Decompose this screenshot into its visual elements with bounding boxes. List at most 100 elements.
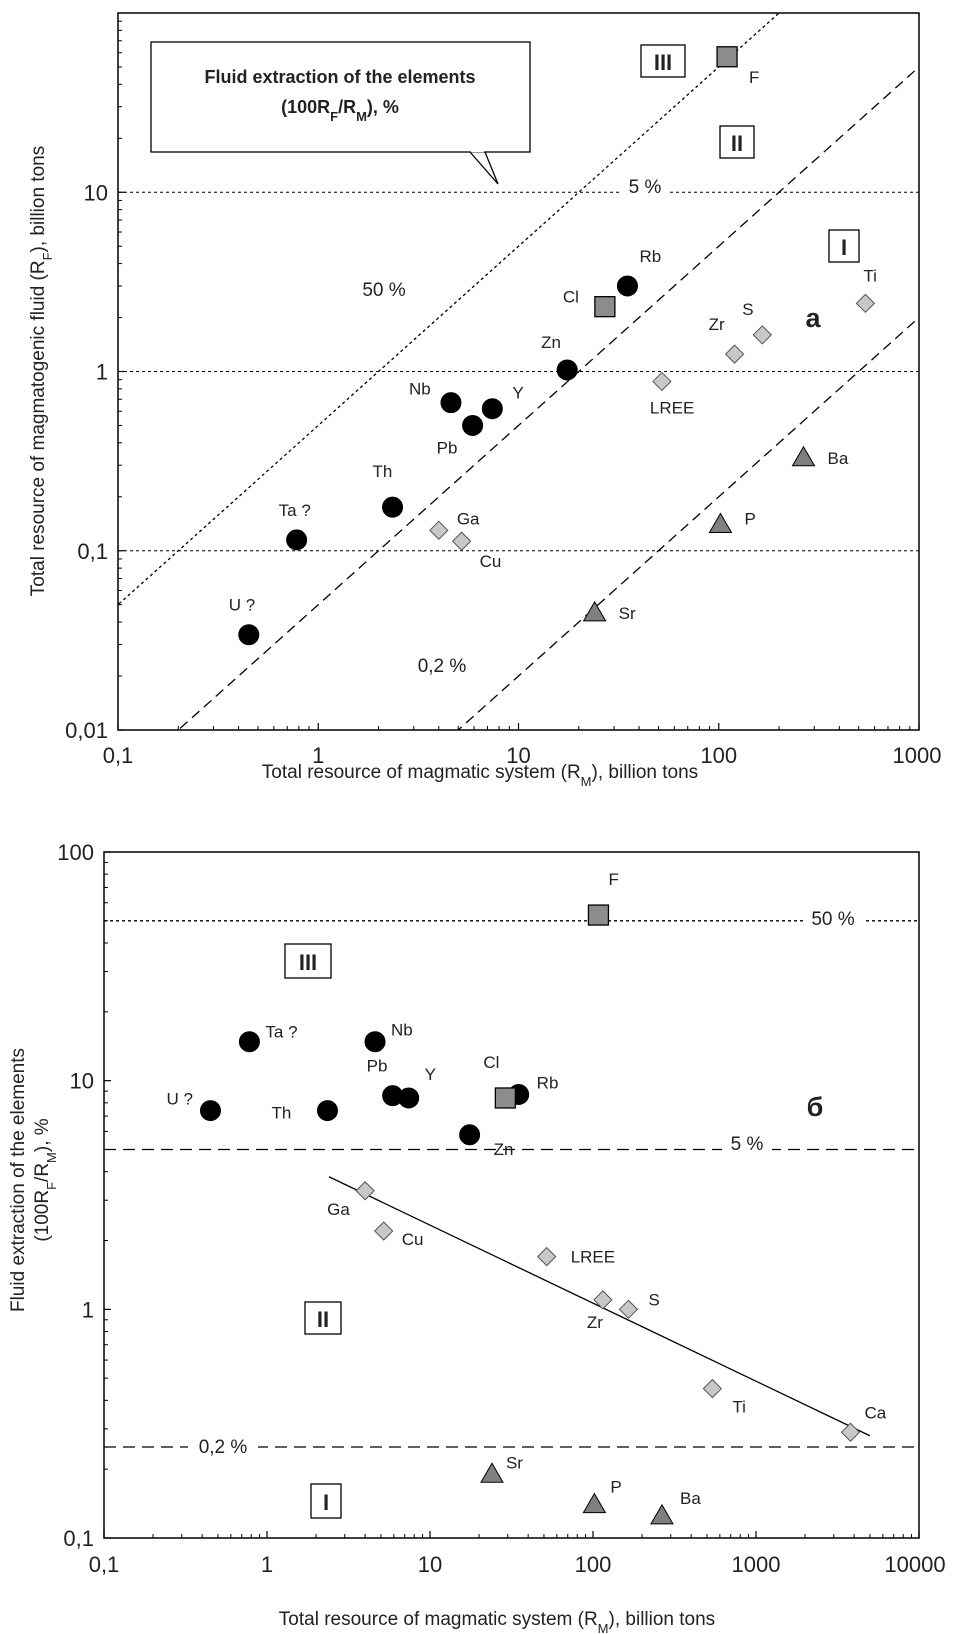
b-point-label-f: F xyxy=(608,870,618,889)
b-y-tick-label-2: 10 xyxy=(70,1069,94,1094)
label-02-bg xyxy=(410,650,474,678)
b-point-sr xyxy=(480,1462,504,1483)
h-line-label-50: 50 % xyxy=(811,909,854,930)
b-point-th xyxy=(316,1100,338,1122)
b-point-label-th: Th xyxy=(271,1104,291,1123)
b-point-ti xyxy=(702,1378,723,1399)
a-point-rb xyxy=(616,275,638,297)
b-point-label-ga: Ga xyxy=(327,1200,350,1219)
zone-I-label: I xyxy=(841,235,847,260)
a-point-u xyxy=(238,624,260,646)
callout-box xyxy=(150,41,531,153)
b-point-label-zr: Zr xyxy=(587,1313,603,1332)
a-x-tick-label-3: 100 xyxy=(700,743,737,768)
b-y-tick-label-1: 1 xyxy=(82,1297,94,1322)
label-5-bg xyxy=(620,175,670,197)
a-y-tick-label-1: 0,1 xyxy=(77,539,108,564)
b-point-nb xyxy=(364,1031,386,1053)
a-point-cu xyxy=(451,531,472,551)
b-point-label-pb: Pb xyxy=(367,1057,388,1076)
b-point-ca xyxy=(840,1422,861,1442)
zone-I-label-b: I xyxy=(323,1490,329,1515)
ratio-label-02: 0,2 % xyxy=(418,656,467,677)
a-x-tick-label-4: 1000 xyxy=(893,743,942,768)
label-5b-bg xyxy=(722,1130,772,1156)
label-02b-bg xyxy=(188,1431,258,1459)
label-50b-bg xyxy=(803,905,863,931)
a-point-p xyxy=(708,512,733,534)
a-point-sr xyxy=(582,600,607,622)
a-y-tick-label-2: 1 xyxy=(96,360,108,385)
b-point-label-cl: Cl xyxy=(483,1053,499,1072)
chart-b-ticks: 0,1 1 10 100 1000 10000 0,1 1 10 100 xyxy=(57,840,945,1577)
a-point-nb xyxy=(440,392,462,414)
b-x-tick-label-5: 10000 xyxy=(884,1552,945,1577)
ratio-label-5: 5 % xyxy=(629,177,662,198)
a-point-label-p: P xyxy=(744,510,755,529)
b-point-cu xyxy=(374,1221,394,1241)
b-point-label-ca: Ca xyxy=(865,1403,887,1422)
b-x-tick-label-1: 1 xyxy=(261,1552,273,1577)
zone-II-label: II xyxy=(731,131,743,156)
panel-letter-a: а xyxy=(805,303,821,333)
b-point-zr xyxy=(593,1290,613,1310)
b-point-s xyxy=(618,1299,639,1320)
zone-III-box xyxy=(640,44,686,78)
b-point-label-nb: Nb xyxy=(391,1021,413,1040)
b-point-label-s: S xyxy=(648,1290,659,1309)
chart-b-y-axis-label-line2: (100RF/RM), % xyxy=(32,1118,59,1241)
chart-a-x-axis-label: Total resource of magmatic system (RM), … xyxy=(262,762,698,789)
a-point-ta xyxy=(286,529,308,551)
a-point-th xyxy=(382,496,404,518)
a-point-s xyxy=(752,325,773,345)
b-point-ta xyxy=(238,1031,260,1053)
zone-I-box xyxy=(828,229,860,263)
b-point-label-sr: Sr xyxy=(506,1453,523,1472)
a-point-label-ti: Ti xyxy=(863,266,877,285)
b-point-u xyxy=(199,1100,221,1122)
a-point-label-ga: Ga xyxy=(457,509,480,528)
a-point-label-u: U ? xyxy=(229,596,255,615)
chart-a-gridlines xyxy=(118,191,919,552)
zone-II-label-b: II xyxy=(317,1307,329,1332)
a-point-label-th: Th xyxy=(373,462,393,481)
b-point-label-y: Y xyxy=(425,1065,436,1084)
a-ratio-line-0 xyxy=(118,13,781,606)
chart-b-y-axis-label-line1: Fluid extraction of the elements xyxy=(8,1048,29,1312)
b-point-label-cu: Cu xyxy=(402,1230,424,1249)
chart-a-callout: Fluid extraction of the elements (100RF/… xyxy=(150,41,531,185)
b-point-zn xyxy=(459,1124,481,1146)
b-x-tick-label-3: 100 xyxy=(575,1552,612,1577)
a-point-label-ba: Ba xyxy=(828,449,849,468)
a-point-zn xyxy=(556,359,578,381)
b-point-label-p: P xyxy=(610,1478,621,1497)
a-x-tick-label-0: 0,1 xyxy=(103,743,134,768)
b-point-f xyxy=(587,904,610,926)
a-y-tick-label-0: 0,01 xyxy=(65,718,108,743)
a-point-lree xyxy=(652,371,672,392)
a-point-ba xyxy=(791,445,816,467)
a-x-tick-label-2: 10 xyxy=(506,743,530,768)
callout-line-2: (100RF/RM), % xyxy=(281,97,399,124)
a-ratio-line-1 xyxy=(177,66,919,730)
a-point-y xyxy=(481,398,503,420)
zone-III-box-b xyxy=(284,943,332,979)
h-line-label-02: 0,2 % xyxy=(199,1437,248,1458)
a-point-f xyxy=(716,46,738,68)
a-point-label-s: S xyxy=(742,300,753,319)
b-y-tick-label-3: 100 xyxy=(57,840,94,865)
chart-a-points: U ?Ta ?ThPbNbYZnRbGaCuLREEZrSTiCaClFSrPB… xyxy=(229,46,877,646)
a-point-label-rb: Rb xyxy=(639,247,661,266)
b-point-p xyxy=(582,1492,607,1514)
zone-I-box-b xyxy=(310,1483,342,1519)
zone-II-box xyxy=(719,125,755,159)
zone-II-box-b xyxy=(304,1301,342,1335)
a-y-tick-label-3: 10 xyxy=(84,180,108,205)
zone-III-label: III xyxy=(654,50,672,75)
callout-line-1: Fluid extraction of the elements xyxy=(204,67,475,87)
a-point-label-cl: Cl xyxy=(563,288,579,307)
